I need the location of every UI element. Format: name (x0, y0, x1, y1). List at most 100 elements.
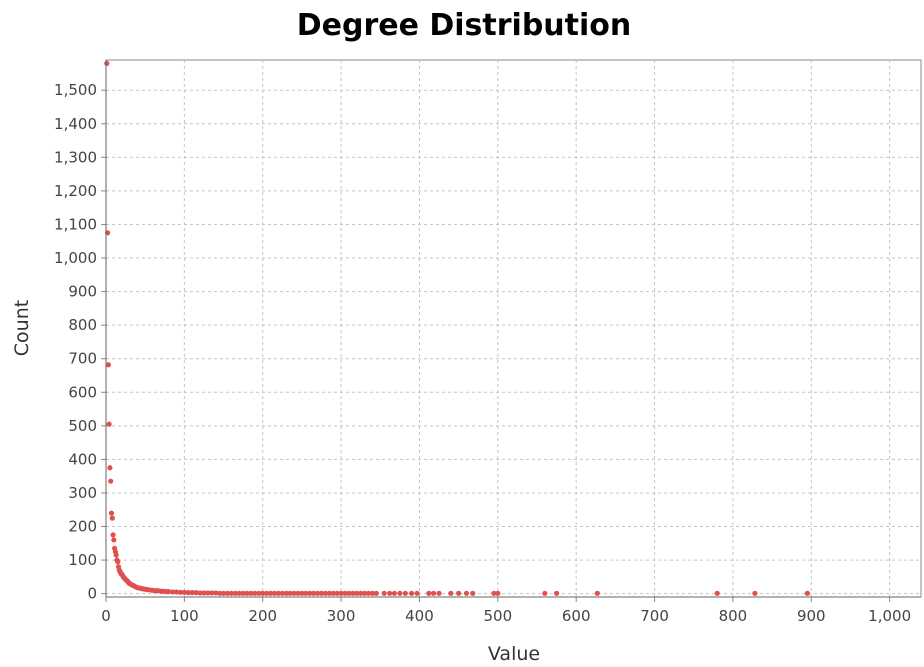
data-point (334, 590, 340, 596)
data-point (177, 589, 184, 595)
data-points (104, 60, 810, 596)
data-point (189, 590, 195, 596)
data-point (236, 590, 242, 596)
y-tick-label: 800 (68, 316, 97, 334)
y-tick-label: 1,000 (54, 249, 97, 267)
data-point (307, 590, 313, 596)
data-point (232, 590, 238, 596)
data-point (287, 590, 293, 596)
data-point (594, 590, 600, 596)
data-point (107, 465, 113, 471)
data-point (314, 590, 321, 596)
data-point (299, 590, 305, 596)
data-point (279, 590, 285, 596)
data-point (106, 421, 112, 427)
data-point (387, 590, 393, 596)
data-point (110, 532, 116, 538)
data-point (346, 590, 352, 596)
data-point (248, 590, 254, 596)
data-point (542, 590, 548, 596)
data-point (217, 590, 223, 596)
chart-title: Degree Distribution (297, 8, 632, 43)
y-tick-label: 900 (68, 283, 97, 301)
data-point (391, 590, 397, 596)
data-point (220, 590, 227, 596)
x-tick-label: 200 (248, 607, 277, 625)
data-point (115, 559, 121, 565)
data-point (104, 60, 110, 66)
x-tick-label: 300 (327, 607, 356, 625)
x-axis-label: Value (488, 643, 540, 665)
data-point (373, 590, 379, 596)
x-axis: 0 100 200 300 400 500 600 700 800 900 1,000 (101, 597, 911, 625)
data-point (456, 590, 462, 596)
data-point (271, 590, 278, 596)
data-point (342, 590, 348, 596)
data-point (244, 590, 250, 596)
data-point (252, 590, 258, 596)
y-tick-label: 1,300 (54, 148, 97, 166)
data-point (291, 590, 297, 596)
data-point (228, 590, 234, 596)
data-point (173, 589, 180, 595)
data-point (436, 590, 442, 596)
x-tick-label: 400 (405, 607, 434, 625)
plot-area (105, 59, 922, 598)
data-point (295, 590, 301, 596)
data-point (108, 510, 115, 516)
x-tick-label: 800 (719, 607, 748, 625)
data-point (470, 590, 476, 596)
data-point (267, 590, 274, 596)
data-point (409, 590, 415, 596)
data-point (804, 590, 810, 596)
data-point (714, 590, 720, 596)
data-point (402, 590, 408, 596)
data-point (350, 590, 356, 596)
data-point (240, 590, 246, 596)
data-point (205, 590, 211, 596)
data-point (318, 590, 325, 596)
data-point (166, 589, 172, 595)
y-tick-label: 0 (87, 585, 97, 603)
data-point (463, 590, 470, 596)
x-tick-label: 500 (484, 607, 513, 625)
data-point (109, 515, 115, 521)
data-point (181, 589, 187, 595)
data-point (260, 590, 266, 596)
data-point (105, 362, 111, 368)
x-tick-label: 100 (170, 607, 199, 625)
data-point (448, 590, 454, 596)
y-tick-label: 1,400 (54, 115, 97, 133)
y-axis: 0 100 200 300 400 500 600 700 800 900 1,000 1,100 1,… (54, 81, 106, 603)
data-point (326, 590, 332, 596)
data-point (365, 590, 372, 596)
data-point (283, 590, 289, 596)
data-point (354, 590, 360, 596)
data-point (213, 590, 219, 596)
data-point (275, 590, 282, 596)
data-point (752, 590, 758, 596)
data-point (414, 590, 420, 596)
x-tick-label: 900 (797, 607, 826, 625)
data-point (197, 590, 203, 596)
y-tick-label: 200 (68, 518, 97, 536)
y-tick-label: 300 (68, 484, 97, 502)
data-point (495, 590, 501, 596)
data-point (322, 590, 329, 596)
data-point (430, 590, 437, 596)
x-tick-label: 600 (562, 607, 591, 625)
data-point (362, 590, 368, 596)
data-point (369, 590, 376, 596)
data-point (311, 590, 317, 596)
data-point (303, 590, 309, 596)
y-axis-label: Count (11, 300, 33, 356)
y-tick-label: 500 (68, 417, 97, 435)
y-tick-label: 600 (68, 383, 97, 401)
x-tick-label: 1,000 (868, 607, 911, 625)
data-point (264, 590, 270, 596)
data-point (426, 590, 432, 596)
data-point (201, 590, 207, 596)
x-tick-label: 700 (640, 607, 669, 625)
